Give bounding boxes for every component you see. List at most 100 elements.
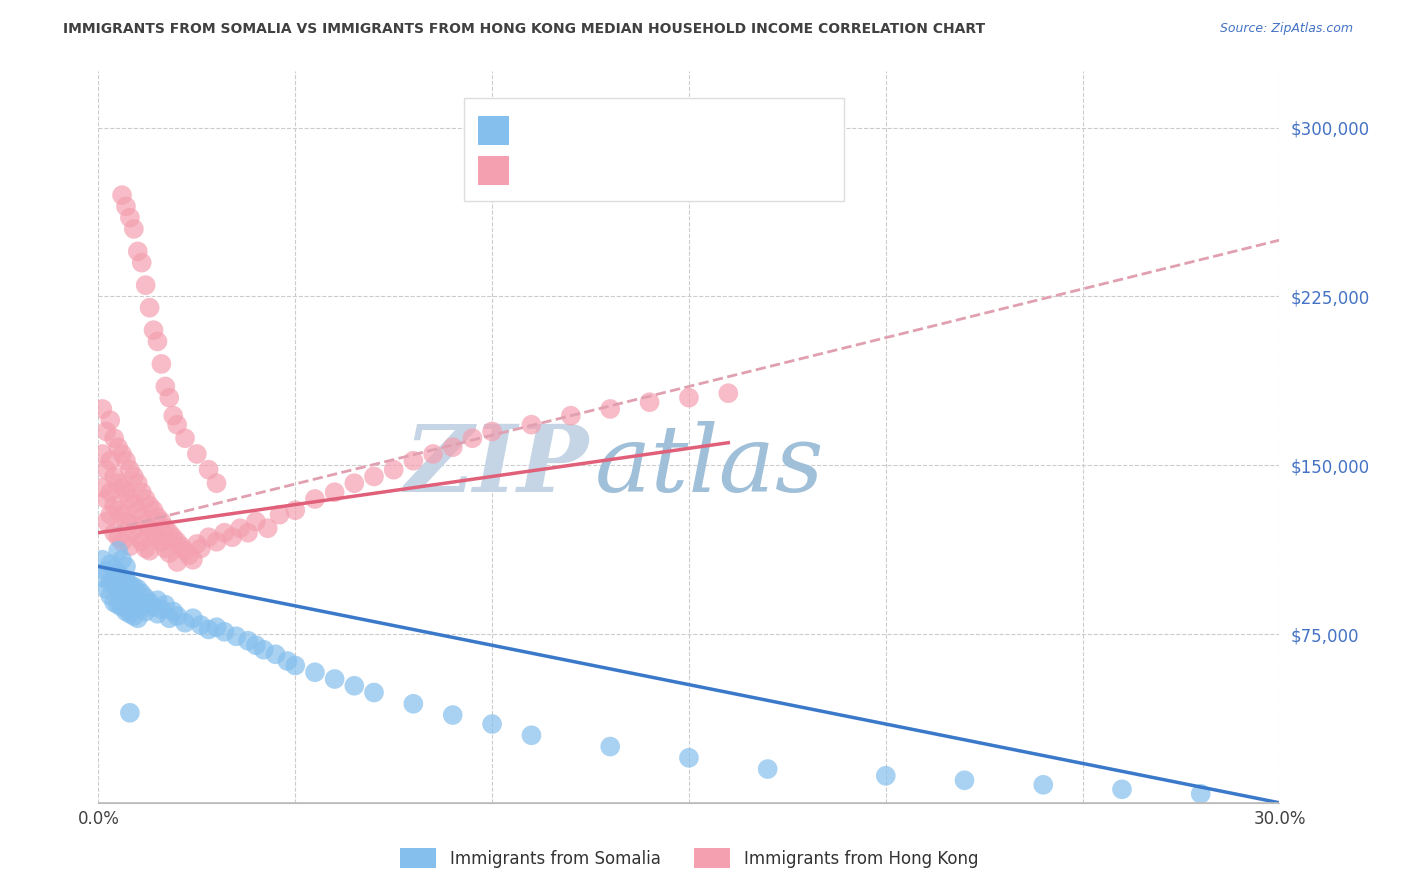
- Point: [236, 633, 259, 648]
- Point: [107, 598, 129, 612]
- Text: R =: R =: [517, 161, 548, 179]
- Point: [131, 510, 153, 524]
- Point: [118, 211, 141, 225]
- Point: [107, 566, 129, 581]
- Point: [304, 491, 326, 506]
- Point: [441, 708, 464, 723]
- Point: [135, 591, 157, 605]
- Point: [162, 409, 184, 423]
- Point: [135, 491, 157, 506]
- Point: [678, 751, 700, 765]
- Point: [253, 642, 276, 657]
- Point: [343, 476, 366, 491]
- Point: [122, 609, 145, 624]
- Point: [402, 453, 425, 467]
- Point: [174, 431, 197, 445]
- Point: [111, 571, 134, 585]
- Text: R =: R =: [517, 121, 548, 139]
- Point: [122, 524, 145, 538]
- Point: [256, 521, 278, 535]
- Point: [122, 469, 145, 483]
- Point: [402, 697, 425, 711]
- Point: [103, 431, 125, 445]
- Point: [155, 541, 177, 556]
- Point: [115, 453, 138, 467]
- Point: [205, 620, 228, 634]
- Point: [118, 607, 141, 621]
- Point: [96, 463, 118, 477]
- Point: [122, 593, 145, 607]
- Point: [127, 595, 149, 609]
- Point: [111, 599, 134, 614]
- Point: [197, 623, 219, 637]
- Point: [481, 425, 503, 439]
- Point: [166, 417, 188, 432]
- Point: [127, 582, 149, 596]
- Point: [756, 762, 779, 776]
- Point: [953, 773, 976, 788]
- Point: [91, 571, 114, 585]
- Point: [111, 447, 134, 461]
- Point: [118, 491, 141, 506]
- Point: [157, 391, 180, 405]
- Point: [304, 665, 326, 680]
- Point: [422, 447, 444, 461]
- Point: [229, 521, 252, 535]
- Point: [96, 582, 118, 596]
- Point: [236, 525, 259, 540]
- Point: [221, 530, 243, 544]
- Point: [91, 401, 114, 416]
- Point: [131, 255, 153, 269]
- Text: ZIP: ZIP: [405, 421, 589, 511]
- Point: [142, 323, 165, 337]
- Point: [382, 463, 405, 477]
- Point: [122, 222, 145, 236]
- Point: [1189, 787, 1212, 801]
- Point: [197, 463, 219, 477]
- Point: [323, 672, 346, 686]
- Point: [135, 278, 157, 293]
- Point: [245, 515, 267, 529]
- Point: [150, 357, 173, 371]
- Point: [96, 491, 118, 506]
- Point: [717, 386, 740, 401]
- Point: [177, 548, 200, 562]
- Point: [98, 453, 121, 467]
- Point: [214, 525, 236, 540]
- Point: [103, 577, 125, 591]
- Point: [174, 615, 197, 630]
- Point: [599, 401, 621, 416]
- Point: [115, 605, 138, 619]
- Point: [135, 605, 157, 619]
- Point: [111, 586, 134, 600]
- Point: [150, 602, 173, 616]
- Point: [115, 559, 138, 574]
- Point: [115, 199, 138, 213]
- Point: [186, 447, 208, 461]
- Point: [599, 739, 621, 754]
- Point: [103, 562, 125, 576]
- Point: [107, 476, 129, 491]
- Point: [205, 476, 228, 491]
- Point: [520, 728, 543, 742]
- Point: [284, 658, 307, 673]
- Point: [96, 564, 118, 578]
- Point: [197, 530, 219, 544]
- Point: [181, 553, 204, 567]
- Point: [276, 654, 298, 668]
- Point: [127, 244, 149, 259]
- Point: [96, 515, 118, 529]
- Point: [225, 629, 247, 643]
- Point: [96, 425, 118, 439]
- Point: [146, 510, 169, 524]
- Point: [98, 558, 121, 572]
- Point: [155, 379, 177, 393]
- Point: [146, 593, 169, 607]
- Point: [146, 334, 169, 349]
- Point: [166, 609, 188, 624]
- Text: N =: N =: [672, 161, 703, 179]
- Point: [150, 515, 173, 529]
- Point: [122, 496, 145, 510]
- Point: [135, 516, 157, 531]
- Point: [269, 508, 291, 522]
